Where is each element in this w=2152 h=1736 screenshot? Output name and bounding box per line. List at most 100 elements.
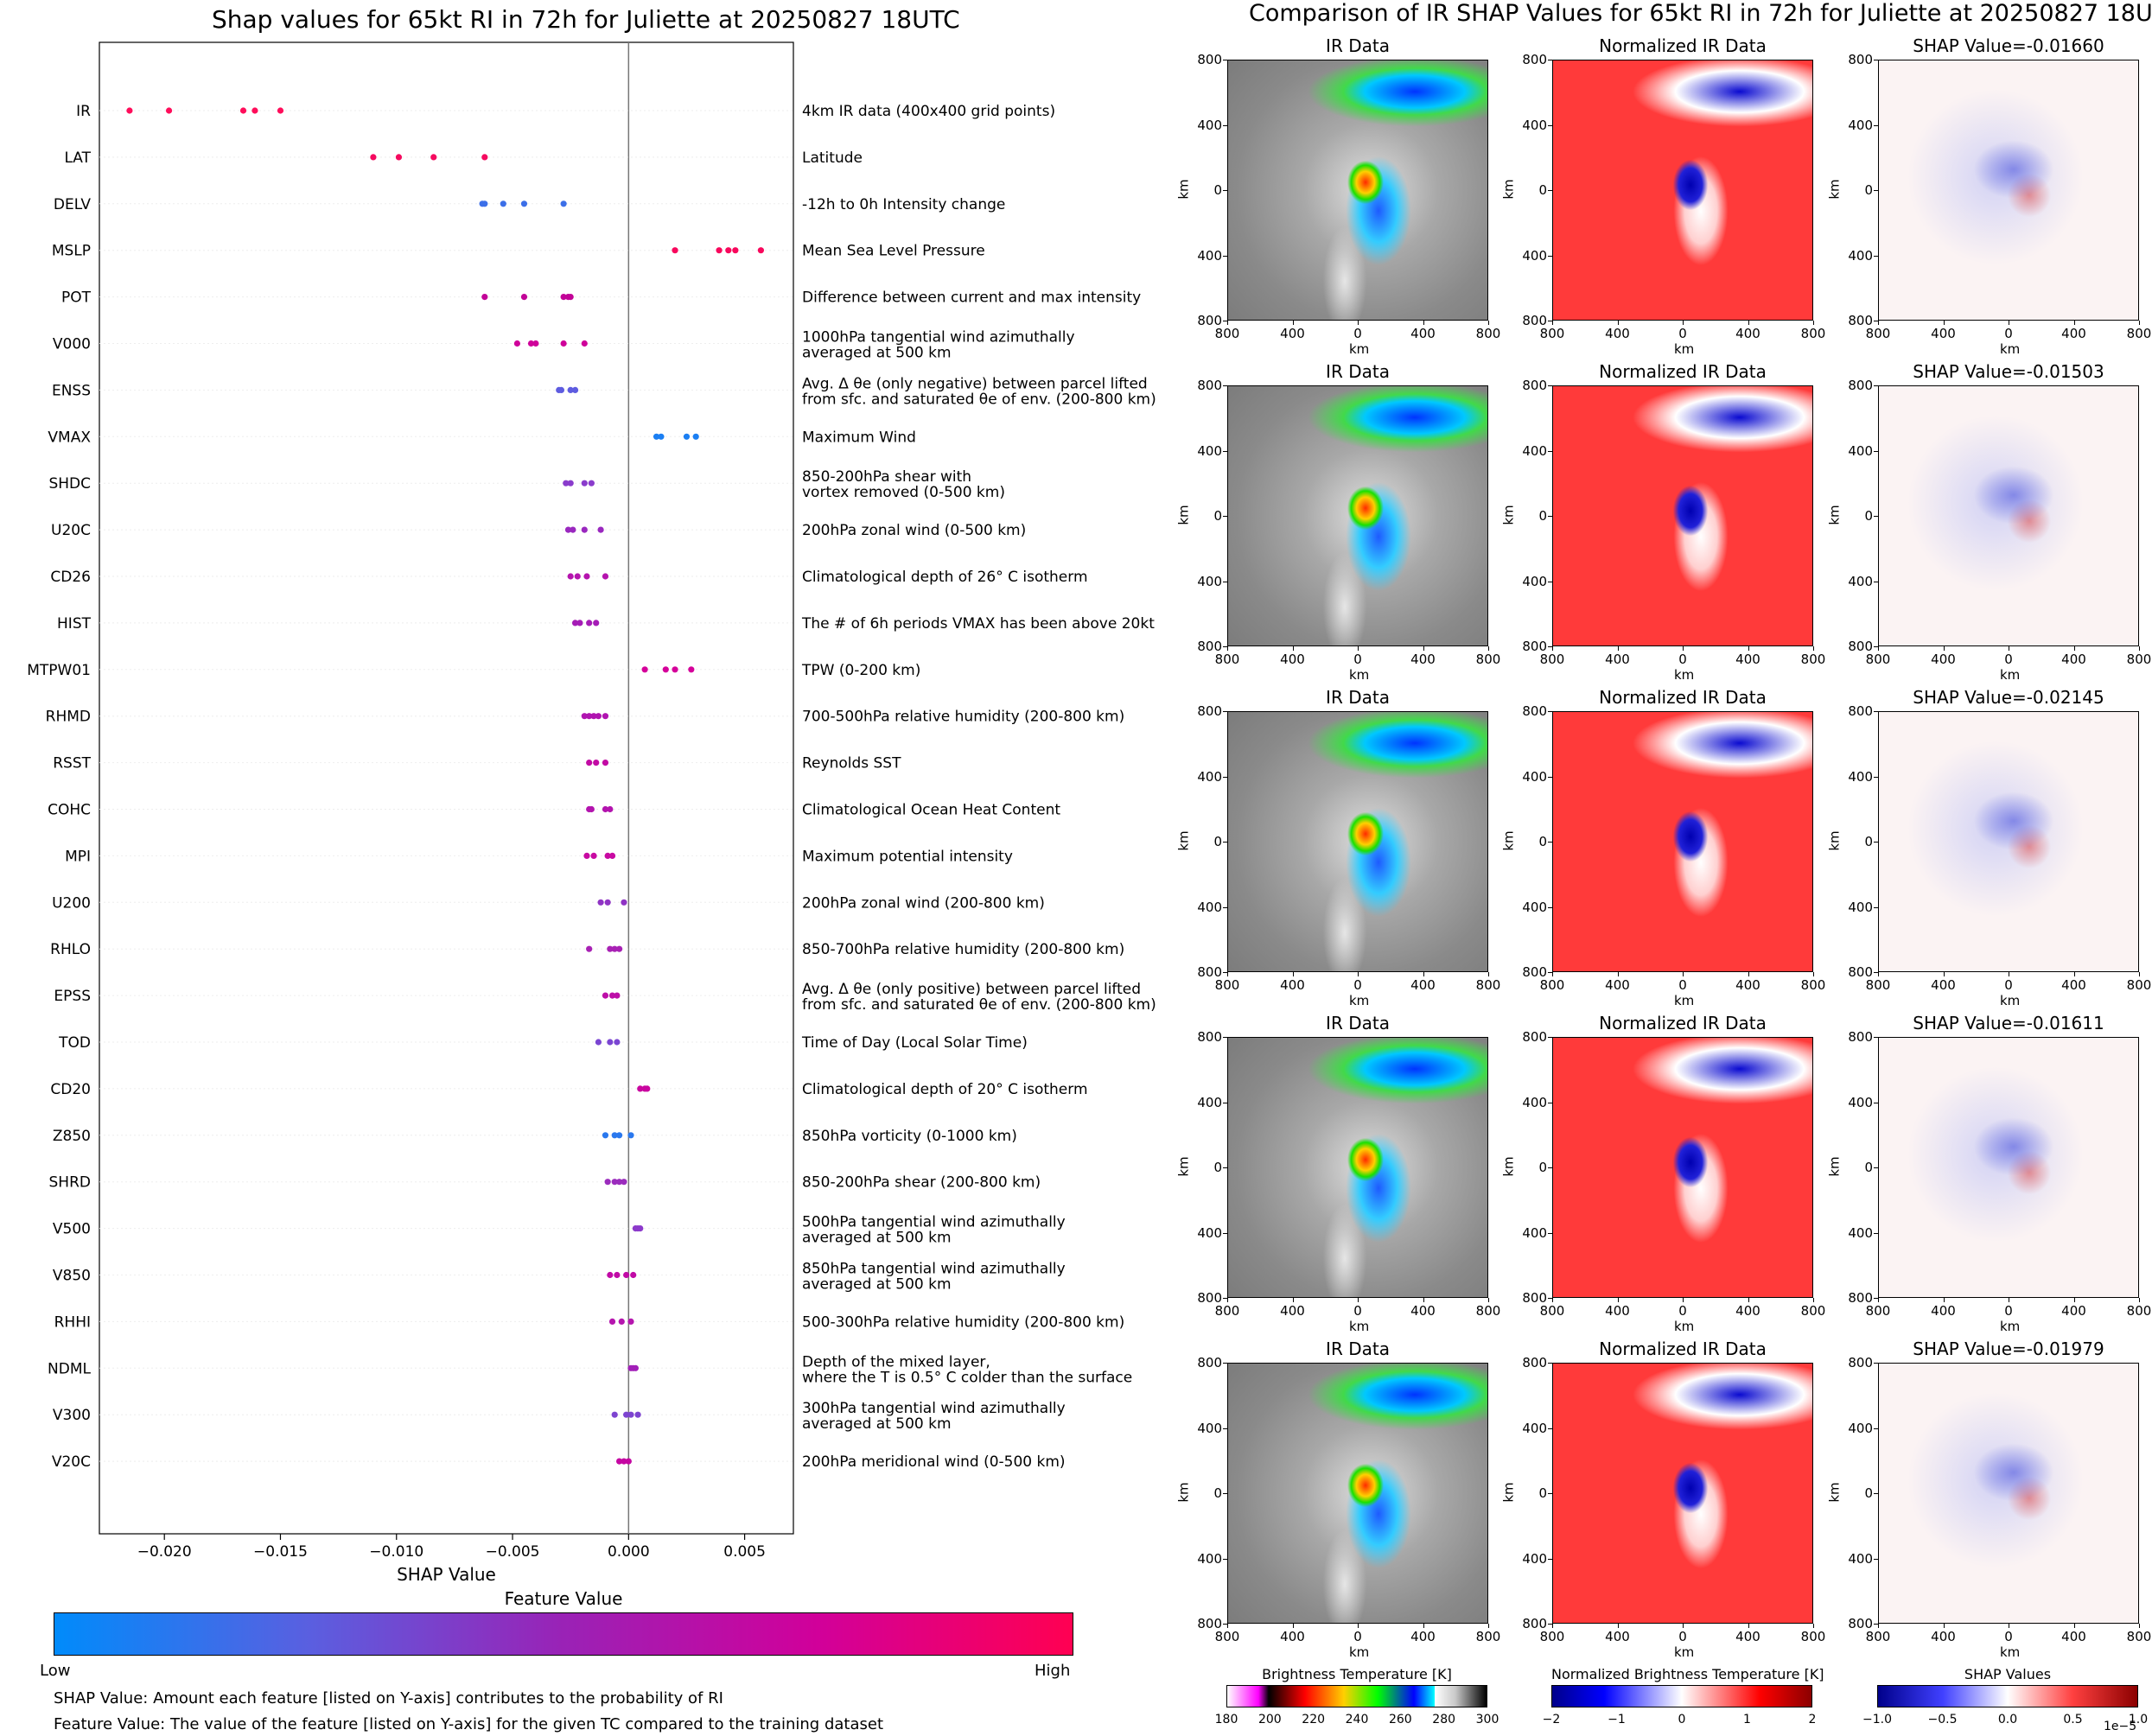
footnote-shap-value: SHAP Value: Amount each feature [listed …: [54, 1689, 723, 1707]
y-tick: [1548, 1428, 1552, 1429]
y-tick-label: 400: [1197, 247, 1222, 264]
x-tick: [2139, 646, 2140, 651]
feature-value-colorbar: [54, 1612, 1073, 1656]
y-tick: [1223, 646, 1227, 647]
x-tick: [1423, 321, 1424, 325]
y-tick: [1874, 1037, 1878, 1038]
y-axis-label: km: [1826, 830, 1843, 851]
x-tick-label: 400: [1931, 1629, 1956, 1644]
x-tick-label: 800: [1475, 977, 1501, 993]
shap-point: [672, 666, 678, 673]
shap-point: [604, 852, 611, 860]
y-axis-label: km: [1500, 179, 1517, 200]
colorbar-tick-label: 200: [1257, 1713, 1282, 1726]
y-tick-label: 0: [1864, 508, 1873, 524]
x-tick-label: 400: [1931, 977, 1956, 993]
y-tick-label: 0: [1538, 1485, 1547, 1501]
x-tick: [1292, 646, 1294, 651]
shap-map-image: [1878, 1037, 2139, 1298]
y-tick: [1548, 906, 1552, 908]
y-tick: [1874, 842, 1878, 843]
y-tick: [1548, 1167, 1552, 1168]
x-tick-label: −0.005: [486, 1543, 540, 1561]
x-tick: [1358, 1298, 1359, 1302]
x-tick-label: 0: [1678, 326, 1687, 341]
x-tick-label: 0: [1353, 977, 1362, 993]
shap-point: [567, 480, 574, 486]
y-tick-label: 0: [1538, 834, 1547, 849]
shap-point: [165, 107, 173, 114]
x-tick: [1292, 1624, 1294, 1628]
shap-point: [732, 247, 739, 254]
feature-name-label: RHHI: [54, 1313, 91, 1331]
y-tick-label: 0: [1213, 508, 1222, 524]
x-axis-label: km: [1349, 667, 1370, 683]
x-tick-label: 400: [2061, 652, 2086, 667]
shap-point: [576, 620, 583, 626]
feature-description-label: 700-500hPa relative humidity (200-800 km…: [802, 709, 1124, 726]
y-tick: [1548, 190, 1552, 191]
x-axis-label: km: [1349, 993, 1370, 1008]
y-tick-label: 400: [1848, 117, 1873, 133]
x-tick-label: 800: [1539, 652, 1565, 667]
y-axis-label: km: [1175, 830, 1192, 851]
x-tick-label: 400: [1410, 1629, 1436, 1644]
x-tick-label: 0: [2004, 977, 2013, 993]
colorbar-tick-label: −1: [1608, 1713, 1626, 1726]
shap-point: [623, 1271, 630, 1279]
feature-name-label: VMAX: [48, 429, 91, 446]
shap-point: [625, 1458, 632, 1465]
shap-point: [627, 1318, 634, 1325]
x-tick-label: 400: [1605, 1629, 1630, 1644]
x-axis-label: km: [2000, 993, 2021, 1008]
x-tick: [1943, 1624, 1945, 1628]
shap-point: [586, 620, 593, 626]
shap-point: [586, 760, 593, 766]
y-tick: [1223, 1037, 1227, 1038]
x-tick-label: 0.005: [723, 1543, 766, 1561]
feature-description-label: TPW (0-200 km): [801, 662, 920, 679]
y-tick-label: 800: [1197, 964, 1222, 980]
y-tick-label: 400: [1197, 1550, 1222, 1567]
y-tick: [1874, 1624, 1878, 1625]
shap-point: [567, 573, 574, 580]
shap-point: [630, 1271, 637, 1279]
x-tick: [1813, 646, 1814, 651]
y-tick-label: 400: [1522, 1550, 1547, 1567]
y-tick-label: 400: [1522, 117, 1547, 133]
feature-description-label: Reynolds SST: [802, 755, 901, 773]
shap-point: [571, 386, 579, 393]
y-tick-label: 800: [1197, 1355, 1222, 1370]
x-tick: [1813, 1298, 1814, 1302]
x-tick: [1683, 1298, 1684, 1302]
shap-point: [614, 1039, 621, 1046]
x-tick: [1617, 1624, 1619, 1628]
x-tick: [1878, 321, 1879, 325]
shap-colorbar-offset: 1e−5: [2104, 1720, 2137, 1733]
x-tick: [1943, 321, 1945, 325]
y-tick-label: 0: [1213, 1485, 1222, 1501]
x-tick-label: 0: [1678, 652, 1687, 667]
y-tick-label: 400: [1848, 1420, 1873, 1436]
x-tick: [1748, 1624, 1749, 1628]
colorbar-tick-label: 1: [1743, 1713, 1751, 1726]
feature-description-label: 850-700hPa relative humidity (200-800 km…: [802, 941, 1124, 958]
x-tick-label: 0: [2004, 326, 2013, 341]
shap-point: [126, 107, 133, 114]
x-tick: [1552, 972, 1553, 976]
shap-point: [608, 1318, 616, 1325]
y-tick: [1874, 711, 1878, 712]
shap-point: [527, 340, 535, 347]
feature-description-label: 850hPa vorticity (0-1000 km): [802, 1128, 1017, 1145]
shap-point: [725, 247, 732, 254]
y-tick: [1874, 190, 1878, 191]
y-tick-label: 800: [1848, 313, 1873, 328]
y-tick-label: 0: [1538, 508, 1547, 524]
plot-frame: [99, 41, 794, 1535]
x-tick-label: 800: [2126, 977, 2152, 993]
shap-point: [571, 620, 579, 626]
ir-image: [1227, 60, 1488, 321]
y-tick-label: 400: [1848, 1224, 1873, 1241]
x-tick: [2139, 1624, 2140, 1628]
y-tick-label: 0: [1864, 834, 1873, 849]
